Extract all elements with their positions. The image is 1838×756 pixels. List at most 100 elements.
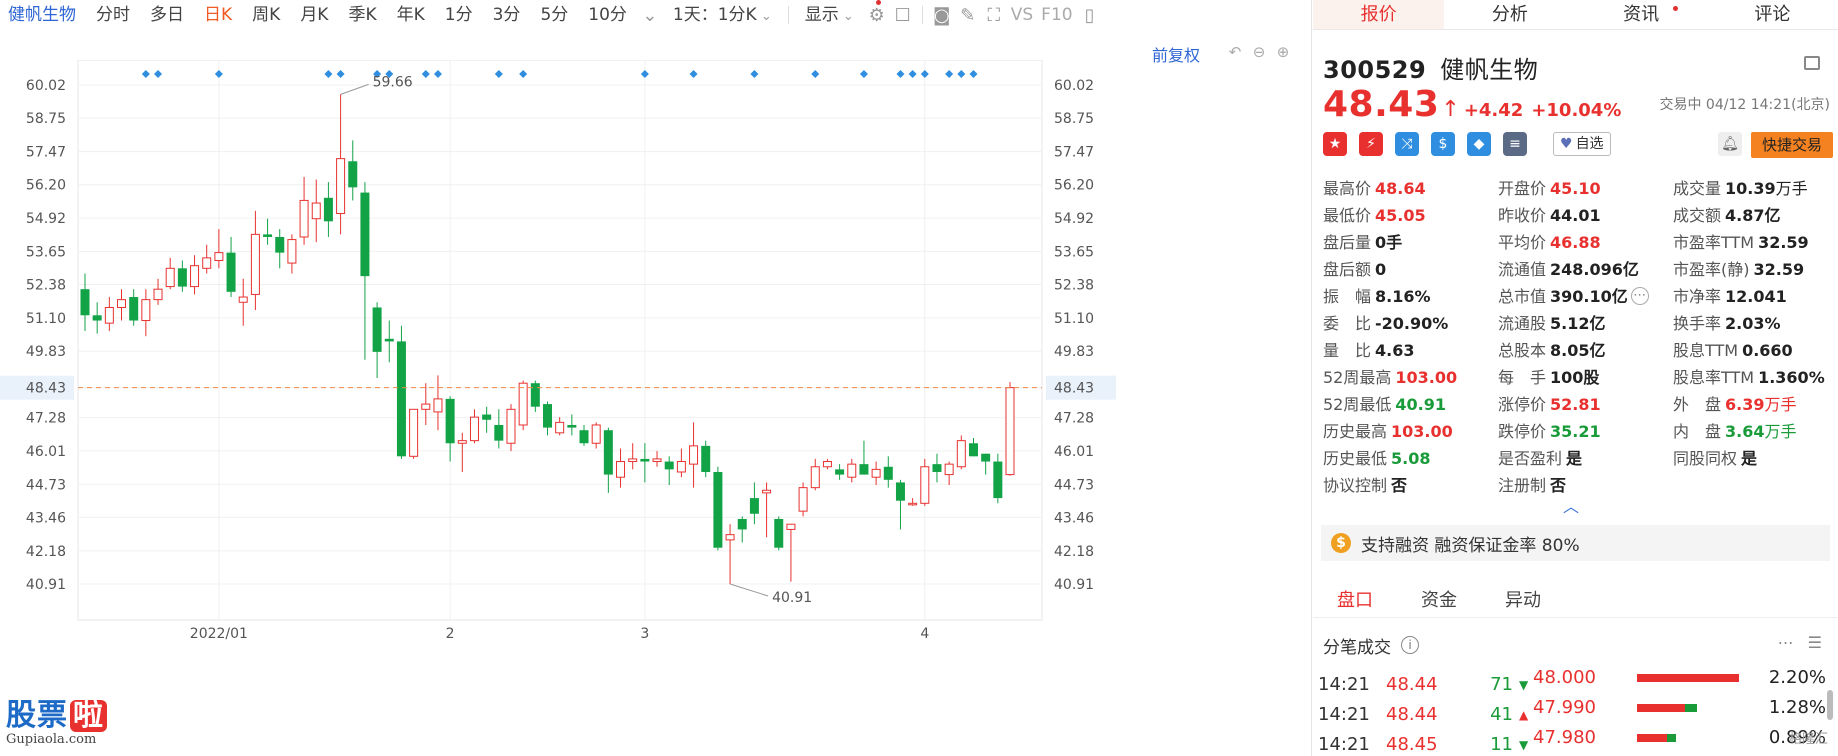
stat-cell: 换手率 2.03% [1673,310,1838,337]
checkbox-icon[interactable]: ☐ [894,4,911,26]
depth-bar [1637,734,1676,742]
stat-cell: 52周最低 40.91 [1323,391,1498,418]
tick-time: 14:21 [1318,674,1370,695]
stat-label: 振 幅 [1323,287,1372,306]
heart-icon: ♥ [1560,136,1573,152]
candle-body [287,239,297,264]
list-icon[interactable]: ☰ [1807,633,1822,652]
undo-icon[interactable]: ↶ [1228,43,1242,61]
quote-tab[interactable]: 资讯 [1576,0,1707,29]
stat-cell: 跌停价 35.21 [1498,418,1673,445]
display-menu[interactable]: 显示 [795,0,864,30]
depth-bar-red [1637,734,1667,742]
stat-cell: 内 盘 3.64万手 [1673,418,1838,445]
tag-icon[interactable]: ◆ [1467,132,1491,156]
period-tab[interactable]: 月K [300,5,329,25]
candle-body [202,257,212,269]
period-tab[interactable]: 日K [204,5,233,25]
zoom-out-icon[interactable]: ⊖ [1252,43,1266,61]
add-watchlist-button[interactable]: ♥ 自选 [1553,132,1611,156]
stat-value: 100股 [1550,368,1600,387]
tick-direction-icon: ▼ [1519,678,1529,692]
fullscreen-icon[interactable]: ⛶ [987,4,1001,26]
tick-volume: 71 [1490,674,1513,695]
stat-label: 52周最高 [1323,368,1392,387]
price-change: +4.42 [1463,100,1524,121]
sidebar-icon[interactable]: ▯ [1084,4,1095,26]
collapse-caret-icon[interactable]: ︿ [1563,497,1580,516]
quote-tab[interactable]: 报价 [1313,0,1445,29]
y-tick-label-left: 42.18 [26,544,66,560]
y-tick-label-right: 44.73 [1054,477,1094,493]
event-marker [640,70,649,78]
stat-value: 8.05亿 [1550,341,1606,360]
dollar-icon[interactable]: $ [1431,132,1455,156]
low-price-annotation: 40.91 [772,590,812,606]
more-chevron-icon[interactable]: ⌄ [642,4,658,26]
candle-body [506,408,516,444]
y-tick-label-right: 57.47 [1054,145,1094,161]
period-tab[interactable]: 1分 [444,5,473,25]
candle-body [689,445,699,465]
candle-body [518,382,528,426]
stat-cell: 市盈率(静) 32.59 [1673,256,1838,283]
period-tab[interactable]: 3分 [492,5,521,25]
event-marker [494,70,503,78]
candle-body [847,463,857,478]
adjust-mode-button[interactable]: 前复权 [1152,46,1201,65]
china-flag-icon[interactable]: ★ [1323,132,1347,156]
orderbook-tab[interactable]: 异动 [1505,590,1541,611]
y-tick-label-right: 52.38 [1054,277,1094,293]
candle-body [165,267,175,288]
tick-price: 48.44 [1386,704,1438,725]
stat-value: 否 [1391,476,1408,495]
period-select[interactable]: 1天：1分K [663,0,782,30]
period-tab[interactable]: 10分 [588,5,627,25]
camera-icon[interactable]: ◙ [933,4,951,26]
y-tick-label-right: 46.01 [1054,444,1094,460]
period-tab[interactable]: 周K [252,5,281,25]
zoom-in-icon[interactable]: ⊕ [1276,43,1290,61]
quote-tab[interactable]: 评论 [1707,0,1838,29]
stat-cell: 量 比 4.63 [1323,337,1498,364]
f10-button[interactable]: F10 [1041,5,1073,25]
stat-value: 0.660 [1742,341,1793,360]
stat-cell: 成交额 4.87亿 [1673,202,1838,229]
y-tick-label-left: 52.38 [26,277,66,293]
candlestick-chart[interactable]: 60.02 60.02 58.75 58.75 57.47 57.47 56.20 56.20… [0,60,1312,720]
gear-icon[interactable]: ⚙ [868,4,885,26]
period-tab[interactable]: 分时 [96,5,130,25]
margin-banner: $ 支持融资 融资保证金率 80% [1321,525,1830,561]
period-tab[interactable]: 5分 [540,5,569,25]
runner-icon[interactable]: ⚡ [1359,132,1383,156]
period-tab[interactable]: 季K [348,5,377,25]
candle-body [263,234,273,237]
event-marker [433,70,442,78]
more-icon[interactable]: ⋯ [1630,287,1649,305]
pencil-icon[interactable]: ✎ [960,4,976,26]
period-tab[interactable]: 年K [396,5,425,25]
unread-dot [1672,6,1678,11]
notice-icon[interactable]: ≡ [1503,132,1527,156]
quick-trade-button[interactable]: 快捷交易 [1751,132,1833,158]
shuffle-icon[interactable]: ⤨ [1395,132,1419,156]
period-tab[interactable]: 多日 [150,5,184,25]
orderbook-tab[interactable]: 资金 [1421,590,1457,611]
stat-cell: 盘后额 0 [1323,256,1498,283]
info-icon[interactable]: i [1401,636,1419,654]
stat-cell: 是否盈利是 [1498,445,1673,472]
stat-value: 46.88 [1550,233,1601,252]
orderbook-tab[interactable]: 盘口 [1337,590,1373,611]
stock-name-tab[interactable]: 健帆生物 [8,5,76,25]
stat-label: 股息TTM [1673,341,1739,360]
stats-grid: 最高价 48.64 开盘价 45.10 成交量 10.39万手 最低价 45.05 昨收价 44.… [1323,175,1838,499]
more-icon[interactable]: ⋯ [1777,633,1794,652]
bell-icon[interactable]: 🔔︎ [1718,132,1742,156]
stats-row: 协议控制否注册制否 [1323,472,1838,499]
scrollbar[interactable] [1826,680,1834,740]
candle-body [141,299,151,322]
quote-tab[interactable]: 分析 [1444,0,1575,29]
stat-label: 盘后量 [1323,233,1372,252]
menu-icon[interactable] [1804,56,1820,70]
vs-button[interactable]: VS [1010,5,1034,25]
